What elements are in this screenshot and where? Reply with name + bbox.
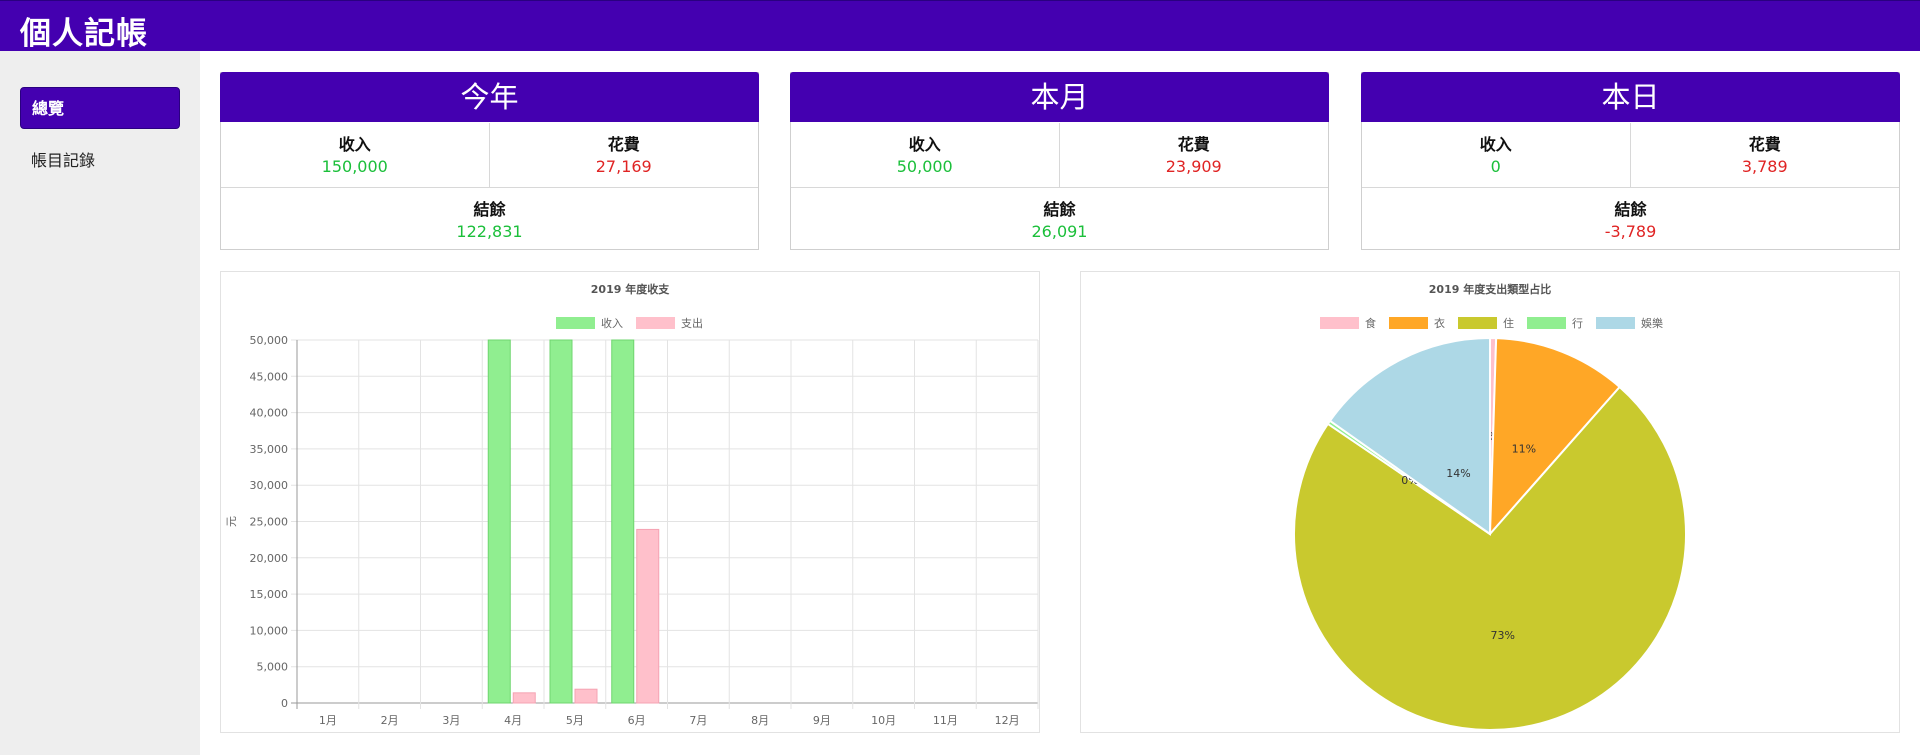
income-cell: 收入 0 [1362,123,1631,187]
legend-label-1: 衣 [1434,316,1445,330]
balance-label: 結餘 [1043,200,1076,219]
y-tick-label: 10,000 [250,624,289,637]
expense-cell: 花費 23,909 [1060,123,1329,187]
expense-cell: 花費 27,169 [490,123,759,187]
pie-slice-娛樂 [1328,336,1491,536]
bar-收入-6月 [611,339,635,704]
expense-label: 花費 [607,135,640,154]
expense-value: 27,169 [595,157,652,176]
x-tick-label: 8月 [751,714,769,727]
card-title: 今年 [220,72,759,122]
pie-chart: 2019 年度支出類型占比食衣住行娛樂0%11%73%0%14% [1293,282,1687,731]
income-label: 收入 [1479,135,1512,154]
bar-支出-4月 [512,692,536,704]
y-tick-label: 5,000 [257,661,289,674]
app-header: 個人記帳 [0,0,1920,52]
x-tick-label: 10月 [871,714,896,727]
expense-label: 花費 [1748,135,1781,154]
legend-label-3: 行 [1572,317,1583,330]
summary-card-year: 今年 收入 150,000 花費 27,169 結餘 122,831 [220,72,759,250]
balance-cell: 結餘 -3,789 [1362,188,1899,250]
balance-value: -3,789 [1604,222,1657,241]
x-tick-label: 4月 [504,714,522,727]
y-tick-label: 35,000 [250,443,289,456]
income-value: 150,000 [321,157,388,176]
income-label: 收入 [908,135,941,154]
main-content: 今年 收入 150,000 花費 27,169 結餘 122,831 本月 收入… [200,51,1920,755]
app-title: 個人記帳 [20,16,148,52]
bar-chart-panel: 2019 年度收支收入 支出 0 5,000 10,000 15,000 20,000 25,… [220,271,1040,733]
x-tick-label: 3月 [442,714,460,727]
income-cell: 收入 150,000 [221,123,490,187]
expense-label: 花費 [1177,135,1210,154]
x-tick-label: 6月 [628,714,646,727]
balance-value: 26,091 [1031,222,1088,241]
y-tick-label: 15,000 [250,588,289,601]
y-tick-label: 0 [281,697,288,710]
legend-swatch-3 [1527,317,1566,329]
x-tick-label: 11月 [933,714,958,727]
pie-slice-住 [1293,385,1687,731]
legend-label-0: 食 [1365,316,1376,330]
summary-card-month: 本月 收入 50,000 花費 23,909 結餘 26,091 [790,72,1329,250]
bar-支出-5月 [574,688,598,704]
expense-cell: 花費 3,789 [1631,123,1900,187]
balance-label: 結餘 [473,200,506,219]
chart-title: 2019 年度收支 [591,282,670,296]
sidebar-item-records[interactable]: 帳目記錄 [31,151,96,170]
pie-label-衣: 11% [1512,442,1536,455]
y-tick-label: 40,000 [250,407,289,420]
legend-label-0: 收入 [601,316,623,330]
legend-label-4: 娛樂 [1641,316,1663,330]
summary-card-today: 本日 收入 0 花費 3,789 結餘 -3,789 [1361,72,1900,250]
balance-value: 122,831 [456,222,523,241]
card-title: 本月 [790,72,1329,122]
y-tick-label: 45,000 [250,370,289,383]
pie-chart-panel: 2019 年度支出類型占比食衣住行娛樂0%11%73%0%14% [1080,271,1900,733]
card-title: 本日 [1361,72,1900,122]
bar-支出-6月 [636,528,660,704]
balance-cell: 結餘 122,831 [221,188,758,250]
x-tick-label: 2月 [381,714,399,727]
chart-title: 2019 年度支出類型占比 [1429,282,1551,296]
legend-swatch-1 [636,317,675,329]
legend-swatch-4 [1596,317,1635,329]
balance-label: 結餘 [1614,200,1647,219]
sidebar-item-overview[interactable]: 總覽 [20,87,180,129]
x-tick-label: 1月 [319,714,337,727]
legend-label-1: 支出 [681,316,703,330]
y-tick-label: 20,000 [250,552,289,565]
bar-收入-5月 [549,339,573,704]
legend-swatch-0 [1320,317,1359,329]
legend-swatch-2 [1458,317,1497,329]
card-top-row: 收入 50,000 花費 23,909 [791,123,1328,188]
x-tick-label: 9月 [813,714,831,727]
card-top-row: 收入 0 花費 3,789 [1362,123,1899,188]
pie-label-住: 73% [1491,629,1515,642]
income-value: 50,000 [896,157,953,176]
sidebar: 總覽 帳目記錄 [0,51,200,755]
y-tick-label: 30,000 [250,479,289,492]
expense-value: 23,909 [1165,157,1222,176]
legend-swatch-1 [1389,317,1428,329]
expense-value: 3,789 [1741,157,1788,176]
legend-label-2: 住 [1503,316,1514,330]
pie-label-娛樂: 14% [1446,467,1470,480]
bar-收入-4月 [487,339,511,704]
balance-cell: 結餘 26,091 [791,188,1328,250]
x-tick-label: 7月 [689,714,707,727]
y-tick-label: 50,000 [250,334,289,347]
legend-swatch-0 [556,317,595,329]
income-cell: 收入 50,000 [791,123,1060,187]
card-top-row: 收入 150,000 花費 27,169 [221,123,758,188]
y-axis-label: 元 [225,516,238,527]
x-tick-label: 5月 [566,714,584,727]
income-label: 收入 [338,135,371,154]
y-tick-label: 25,000 [250,516,289,529]
x-tick-label: 12月 [995,714,1020,727]
pie-slice-衣 [1488,337,1622,537]
income-value: 0 [1490,157,1501,176]
